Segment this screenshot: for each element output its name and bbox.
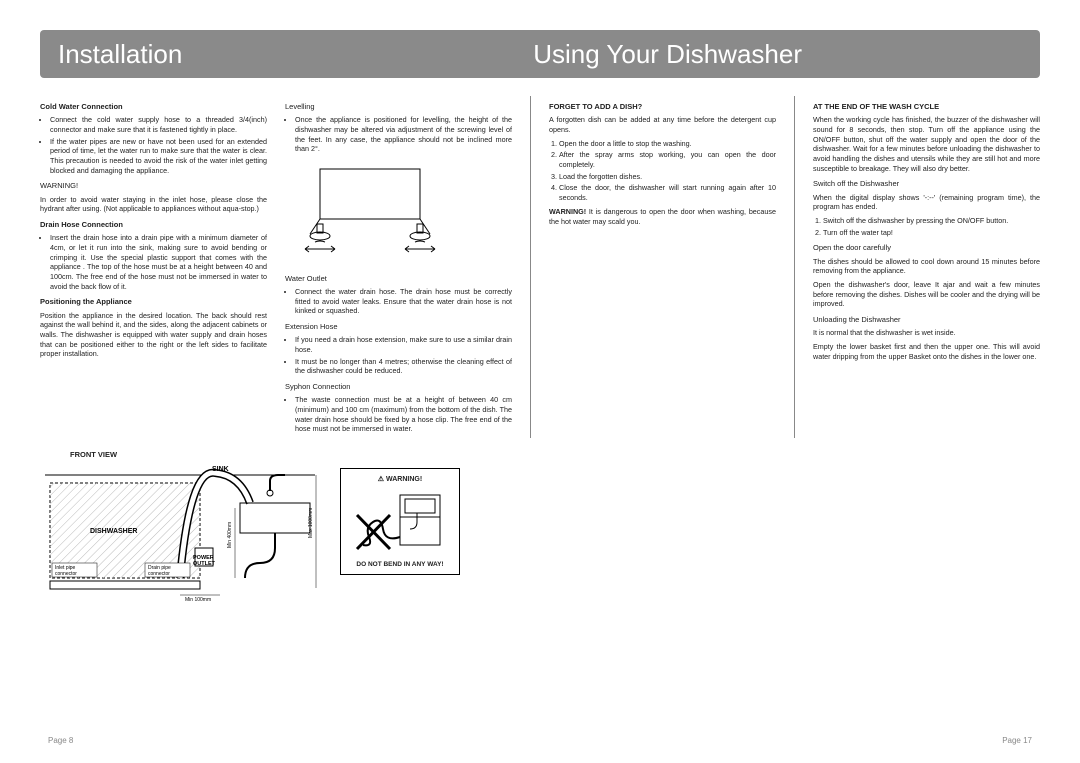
svg-text:Max 1000mm: Max 1000mm xyxy=(308,508,314,538)
manual-spread: Installation Using Your Dishwasher Cold … xyxy=(0,0,1080,763)
page-number-left: Page 8 xyxy=(48,736,73,745)
svg-text:Min 400mm: Min 400mm xyxy=(227,522,233,548)
paragraph: When the working cycle has finished, the… xyxy=(813,115,1040,173)
title-left: Installation xyxy=(58,39,182,70)
content-columns: Cold Water Connection Connect the cold w… xyxy=(40,96,1040,438)
bullet: It must be no longer than 4 metres; othe… xyxy=(295,357,512,376)
bottom-diagrams: FRONT VIEW DISHWASHER SINK xyxy=(40,450,1040,608)
paragraph: WARNING! It is dangerous to open the doo… xyxy=(549,207,776,226)
heading: FORGET TO ADD A DISH? xyxy=(549,102,776,112)
paragraph: Open the dishwasher's door, leave It aja… xyxy=(813,280,1040,309)
bullet: Connect the water drain hose. The drain … xyxy=(295,287,512,316)
list-item: Open the door a little to stop the washi… xyxy=(559,139,776,149)
paragraph: When the digital display shows '-:--' (r… xyxy=(813,193,1040,212)
column-1: Cold Water Connection Connect the cold w… xyxy=(40,96,267,438)
heading: Open the door carefully xyxy=(813,243,1040,253)
svg-text:Min 100mm: Min 100mm xyxy=(185,597,211,603)
list-item: Turn off the water tap! xyxy=(823,228,1040,238)
paragraph: Position the appliance in the desired lo… xyxy=(40,311,267,360)
bullet: Once the appliance is positioned for lev… xyxy=(295,115,512,154)
heading: Unloading the Dishwasher xyxy=(813,315,1040,325)
list-item: Switch off the dishwasher by pressing th… xyxy=(823,216,1040,226)
heading: Positioning the Appliance xyxy=(40,297,267,307)
list-item: Close the door, the dishwasher will star… xyxy=(559,183,776,202)
column-4: AT THE END OF THE WASH CYCLE When the wo… xyxy=(794,96,1040,438)
do-not-bend-icon xyxy=(355,487,445,557)
dishwasher-label: DISHWASHER xyxy=(90,528,137,535)
front-view-label: FRONT VIEW xyxy=(70,450,320,459)
heading: AT THE END OF THE WASH CYCLE xyxy=(813,102,1040,112)
bullet: Connect the cold water supply hose to a … xyxy=(50,115,267,134)
page-number-right: Page 17 xyxy=(1002,736,1032,745)
front-view-diagram: FRONT VIEW DISHWASHER SINK xyxy=(40,450,320,608)
sink-label: SINK xyxy=(212,466,229,473)
heading: Levelling xyxy=(285,102,512,112)
bullet: Insert the drain hose into a drain pipe … xyxy=(50,233,267,291)
list-item: After the spray arms stop working, you c… xyxy=(559,150,776,169)
warning-box: ⚠ WARNING! DO NOT BEND IN ANY WAY! xyxy=(340,468,460,575)
heading: Drain Hose Connection xyxy=(40,220,267,230)
warning-label: WARNING! xyxy=(40,181,267,191)
title-right: Using Your Dishwasher xyxy=(533,39,802,70)
heading: Water Outlet xyxy=(285,274,512,284)
warning-title: ⚠ WARNING! xyxy=(347,475,453,483)
svg-text:connector: connector xyxy=(148,571,170,577)
paragraph: A forgotten dish can be added at any tim… xyxy=(549,115,776,134)
heading: Cold Water Connection xyxy=(40,102,267,112)
heading: Extension Hose xyxy=(285,322,512,332)
bullet: The waste connection must be at a height… xyxy=(295,395,512,434)
svg-text:connector: connector xyxy=(55,571,77,577)
paragraph: It is normal that the dishwasher is wet … xyxy=(813,328,1040,338)
header-bar: Installation Using Your Dishwasher xyxy=(40,30,1040,78)
column-3: FORGET TO ADD A DISH? A forgotten dish c… xyxy=(530,96,776,438)
column-2: Levelling Once the appliance is position… xyxy=(285,96,512,438)
paragraph: Empty the lower basket first and then th… xyxy=(813,342,1040,361)
paragraph: In order to avoid water staying in the i… xyxy=(40,195,267,214)
warning-bottom: DO NOT BEND IN ANY WAY! xyxy=(347,561,453,568)
levelling-diagram xyxy=(285,164,455,259)
svg-text:OUTLET: OUTLET xyxy=(193,561,216,567)
heading: Switch off the Dishwasher xyxy=(813,179,1040,189)
bullet: If the water pipes are new or have not b… xyxy=(50,137,267,176)
list-item: Load the forgotten dishes. xyxy=(559,172,776,182)
paragraph: The dishes should be allowed to cool dow… xyxy=(813,257,1040,276)
heading: Syphon Connection xyxy=(285,382,512,392)
bullet: If you need a drain hose extension, make… xyxy=(295,335,512,354)
